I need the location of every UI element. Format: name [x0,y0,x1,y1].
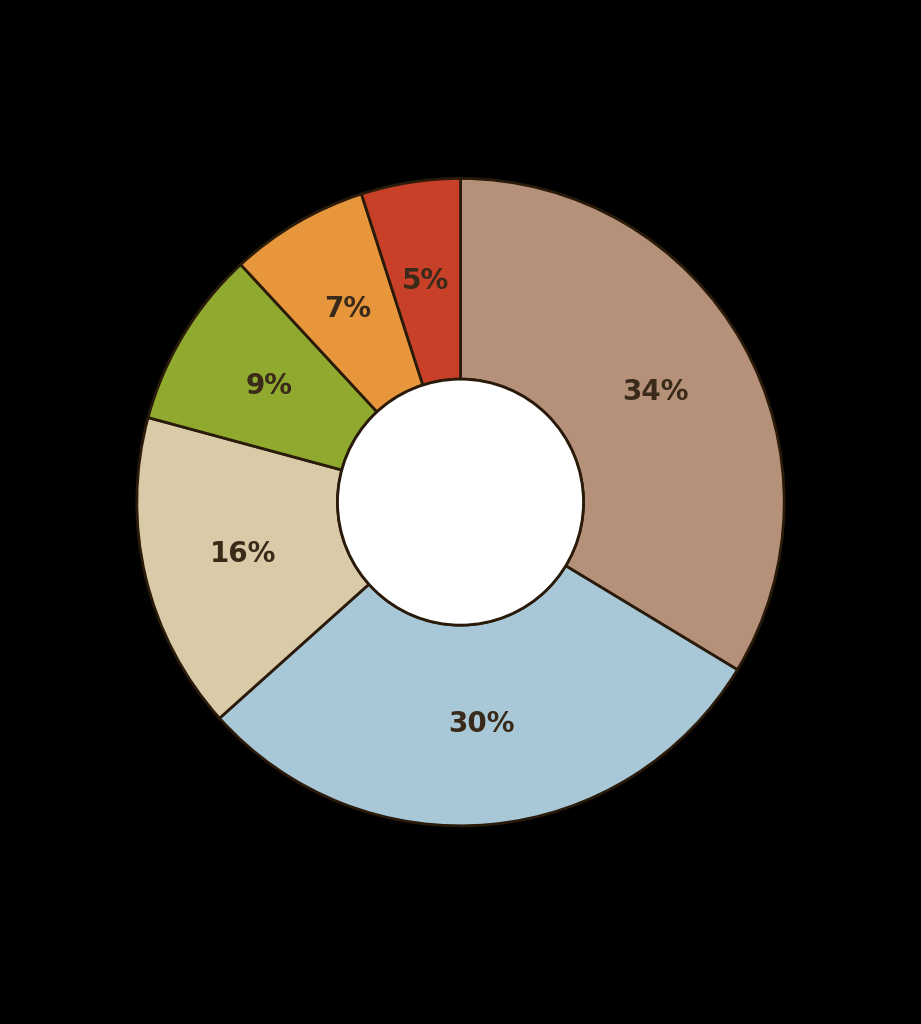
Text: 9%: 9% [246,373,293,400]
Text: 30%: 30% [448,711,515,738]
Wedge shape [148,264,377,470]
Wedge shape [219,566,738,825]
Text: 5%: 5% [402,267,449,296]
Text: 34%: 34% [622,379,688,407]
Text: 16%: 16% [210,540,276,567]
Wedge shape [137,418,369,718]
Wedge shape [240,194,423,412]
Text: 7%: 7% [324,295,371,324]
Wedge shape [361,178,460,385]
Wedge shape [460,178,784,670]
Circle shape [337,379,584,625]
